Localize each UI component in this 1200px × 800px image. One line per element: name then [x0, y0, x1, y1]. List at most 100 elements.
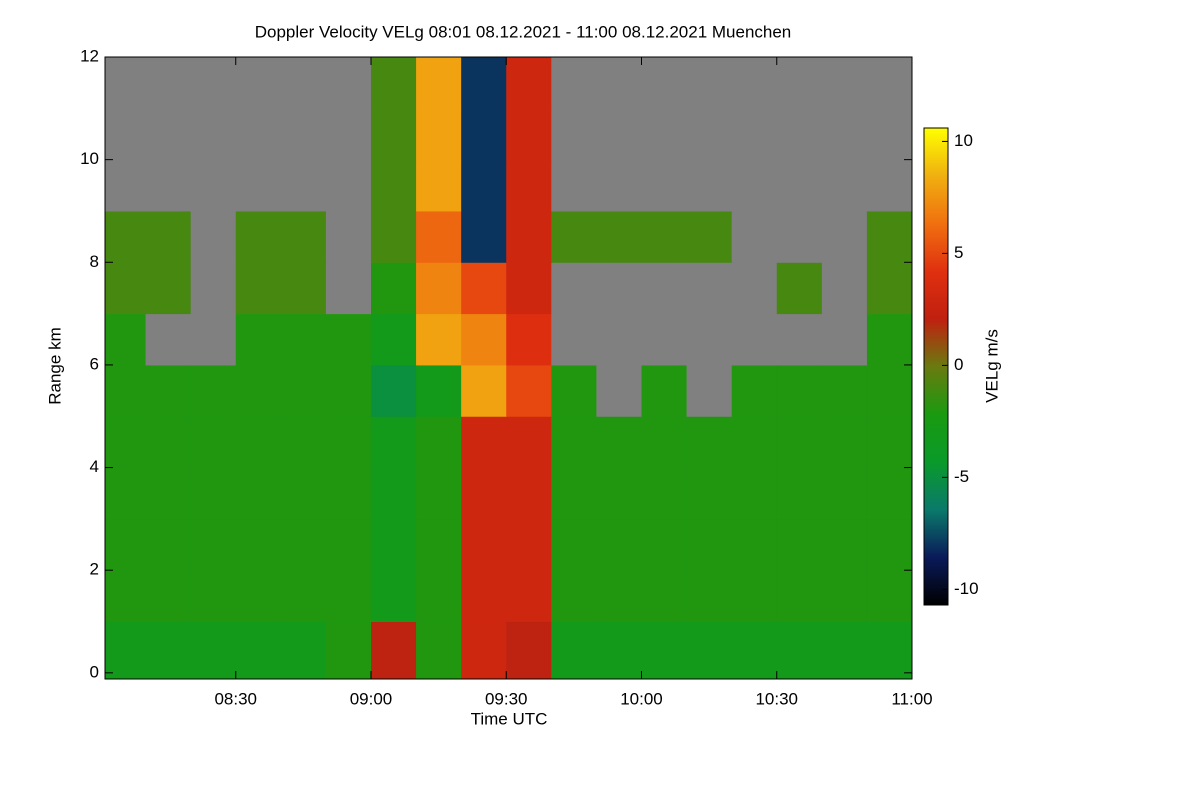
heatmap-cell: [731, 159, 778, 212]
heatmap-cell: [325, 467, 372, 520]
heatmap-cell: [370, 518, 417, 571]
heatmap-cell: [686, 467, 733, 520]
heatmap-cell: [235, 57, 282, 109]
heatmap-cell: [325, 159, 372, 212]
heatmap-cell: [506, 313, 552, 366]
heatmap-cell: [686, 621, 733, 680]
heatmap-cell: [596, 57, 642, 109]
heatmap-cell: [821, 364, 868, 417]
heatmap-cell: [551, 313, 597, 366]
heatmap-cell: [686, 262, 733, 315]
heatmap-cell: [235, 262, 282, 315]
heatmap-cell: [866, 364, 913, 417]
heatmap-cell: [105, 159, 147, 212]
heatmap-cell: [731, 518, 778, 571]
heatmap-cell: [105, 210, 147, 263]
x-tick-label: 09:30: [485, 689, 528, 708]
heatmap-cell: [190, 467, 237, 520]
heatmap-cell: [235, 621, 282, 680]
heatmap-cell: [190, 159, 237, 212]
heatmap-cell: [190, 313, 237, 366]
heatmap-cell: [105, 108, 147, 161]
heatmap-cell: [461, 262, 507, 315]
heatmap-cell: [280, 57, 327, 109]
heatmap-cell: [686, 313, 733, 366]
heatmap-cell: [370, 57, 417, 109]
heatmap-cell: [461, 364, 507, 417]
colorbar-label: VELg m/s: [982, 329, 1001, 403]
heatmap-cell: [776, 518, 823, 571]
heatmap-cell: [776, 262, 823, 315]
heatmap-cell: [866, 518, 913, 571]
heatmap-cell: [551, 416, 597, 469]
heatmap-cell: [731, 467, 778, 520]
heatmap-cell: [776, 313, 823, 366]
y-tick-label: 0: [90, 662, 99, 681]
heatmap-cell: [641, 159, 688, 212]
heatmap-cell: [370, 108, 417, 161]
heatmap-cell: [461, 467, 507, 520]
heatmap-cell: [105, 467, 147, 520]
heatmap-cell: [686, 364, 733, 417]
heatmap-cell: [821, 313, 868, 366]
heatmap-cell: [461, 210, 507, 263]
heatmap-cell: [416, 57, 462, 109]
heatmap-cell: [866, 467, 913, 520]
heatmap-cell: [105, 364, 147, 417]
heatmap-cell: [641, 364, 688, 417]
heatmap-cell: [776, 364, 823, 417]
heatmap-cell: [416, 262, 462, 315]
heatmap-cell: [821, 570, 868, 623]
heatmap-cell: [686, 210, 733, 263]
heatmap-cell: [731, 416, 778, 469]
heatmap-cell: [235, 570, 282, 623]
heatmap-cell: [190, 210, 237, 263]
heatmap-cell: [190, 57, 237, 109]
heatmap-cell: [866, 210, 913, 263]
x-axis-label: Time UTC: [471, 709, 548, 728]
heatmap-cell: [596, 159, 642, 212]
heatmap-cell: [105, 570, 147, 623]
heatmap-cell: [416, 364, 462, 417]
heatmap-cell: [821, 621, 868, 680]
y-tick-label: 4: [90, 457, 99, 476]
heatmap-cell: [105, 621, 147, 680]
heatmap-cell: [280, 416, 327, 469]
colorbar-tick-label: 10: [954, 131, 973, 150]
heatmap-cell: [145, 57, 192, 109]
heatmap-cell: [416, 518, 462, 571]
heatmap-cell: [416, 313, 462, 366]
heatmap-cell: [370, 364, 417, 417]
heatmap-cell: [641, 210, 688, 263]
heatmap-cell: [641, 416, 688, 469]
heatmap-cell: [190, 621, 237, 680]
heatmap-cell: [866, 262, 913, 315]
y-axis-label: Range km: [45, 327, 64, 404]
heatmap-cell: [821, 518, 868, 571]
heatmap-cell: [731, 210, 778, 263]
heatmap-cell: [596, 262, 642, 315]
heatmap-cell: [731, 57, 778, 109]
heatmap-cell: [190, 416, 237, 469]
heatmap-cell: [821, 467, 868, 520]
heatmap-cell: [280, 570, 327, 623]
heatmap-cell: [370, 313, 417, 366]
heatmap-cell: [596, 108, 642, 161]
heatmap-cell: [280, 313, 327, 366]
heatmap-cell: [821, 159, 868, 212]
heatmap-cell: [105, 518, 147, 571]
heatmap-cell: [596, 364, 642, 417]
heatmap-cell: [370, 210, 417, 263]
heatmap-cell: [280, 364, 327, 417]
heatmap-cell: [551, 57, 597, 109]
colorbar-tick-label: 0: [954, 355, 963, 374]
heatmap-cell: [325, 210, 372, 263]
heatmap-cell: [506, 570, 552, 623]
heatmap-cell: [641, 518, 688, 571]
heatmap-cell: [105, 57, 147, 109]
heatmap-cell: [641, 570, 688, 623]
heatmap-cell: [325, 621, 372, 680]
heatmap-cell: [370, 621, 417, 680]
heatmap-cell: [686, 518, 733, 571]
